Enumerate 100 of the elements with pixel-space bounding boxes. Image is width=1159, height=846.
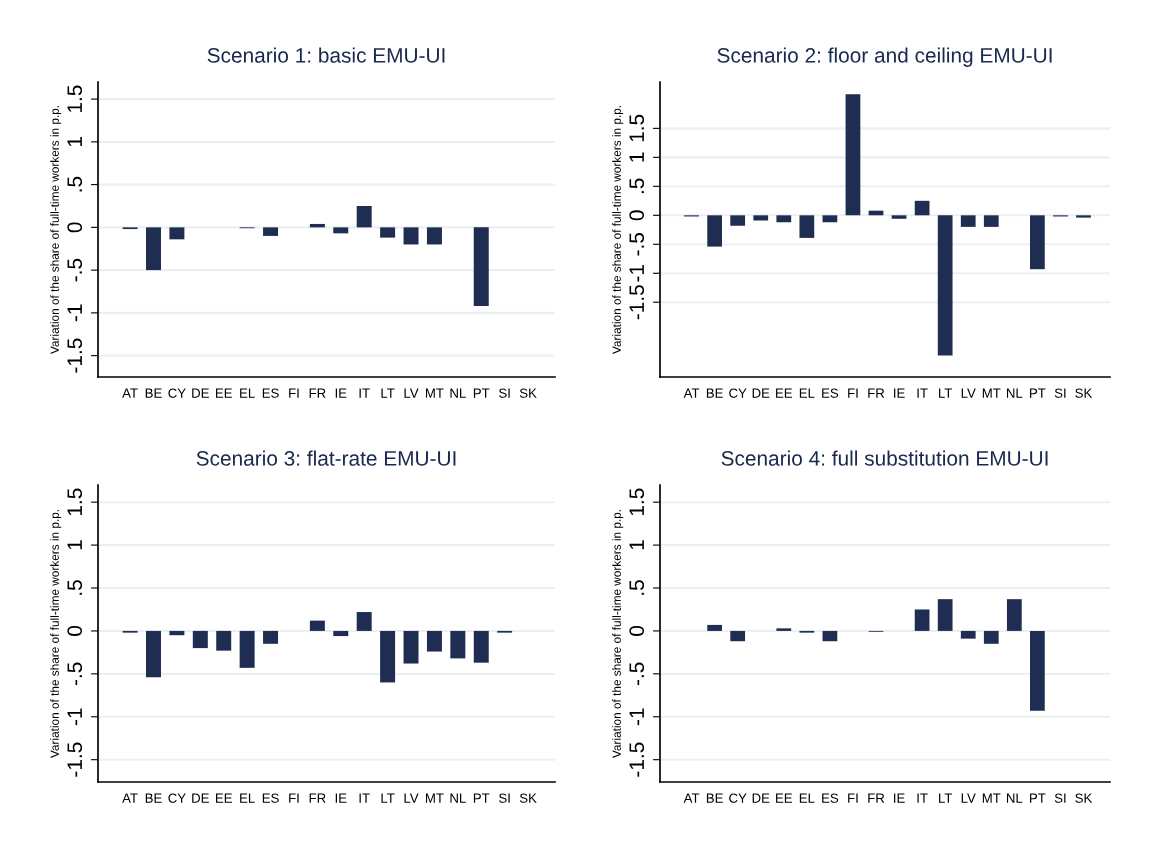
bar (707, 215, 723, 247)
x-tick-label: SK (1075, 388, 1093, 398)
x-tick-label: SK (519, 793, 537, 803)
x-tick-label: IT (917, 793, 928, 803)
y-tick-label: .5 (629, 580, 645, 595)
x-tick-label: SI (1054, 388, 1066, 398)
x-tick-label: SK (1075, 793, 1093, 803)
x-tick-label: FI (848, 388, 858, 398)
bar (776, 628, 792, 631)
y-tick-label: -.5 (67, 258, 83, 282)
bar (914, 609, 930, 631)
bar (403, 630, 419, 664)
bar (426, 630, 442, 652)
y-tick-label: -1 (629, 265, 644, 282)
bar (380, 630, 396, 683)
x-tick-label: EL (799, 793, 815, 803)
x-tick-label: EL (240, 388, 255, 398)
x-tick-label: DE (752, 793, 770, 803)
bar (1006, 599, 1022, 631)
y-tick-label: -1 (629, 708, 644, 726)
x-tick-label: IE (335, 793, 347, 803)
x-tick-label: IT (359, 388, 370, 398)
x-tick-label: DE (192, 388, 209, 398)
y-tick-label: 0 (67, 222, 83, 233)
x-tick-label: PT (473, 388, 490, 398)
x-tick-label: SI (1054, 793, 1066, 803)
x-tick-label: BE (706, 388, 723, 398)
y-tick-label: 1.5 (629, 488, 645, 516)
y-tick-label: 1 (67, 137, 82, 147)
x-tick-label: SI (499, 388, 510, 398)
bar (822, 215, 838, 223)
y-tick-label: -1.5 (629, 285, 645, 320)
bar (822, 630, 838, 642)
x-tick-label: PT (1030, 388, 1046, 398)
x-tick-label: EE (776, 793, 793, 803)
x-tick-label: DE (192, 793, 209, 803)
y-axis-title: Variation of the share of full-time workers in p.p. (50, 510, 62, 758)
x-tick-label: NL (450, 388, 466, 398)
bar (192, 630, 208, 649)
x-tick-label: CY (168, 793, 186, 803)
x-tick-label: PT (1030, 793, 1046, 803)
bar (263, 630, 279, 644)
x-tick-label: AT (683, 793, 700, 803)
bar (937, 599, 953, 631)
bar (983, 215, 999, 227)
x-tick-label: IT (359, 793, 370, 803)
y-tick-label: -.5 (67, 662, 83, 686)
bar (937, 215, 953, 356)
bar (776, 215, 792, 223)
x-tick-label: BE (706, 793, 723, 803)
bar (1030, 215, 1045, 270)
bar (730, 215, 746, 226)
x-tick-label: BE (145, 793, 162, 803)
y-tick-label: -1 (67, 304, 82, 322)
x-tick-label: FR (868, 793, 885, 803)
y-tick-label: -.5 (629, 233, 645, 256)
x-tick-label: MT (425, 793, 444, 803)
x-tick-label: IE (894, 793, 905, 803)
bar (753, 215, 769, 221)
x-tick-label: AT (122, 388, 138, 398)
x-tick-label: EL (799, 388, 815, 398)
y-tick-label: 1.5 (67, 488, 83, 516)
x-tick-label: ES (822, 388, 839, 398)
x-tick-label: MT (982, 388, 1001, 398)
x-tick-label: EL (240, 793, 255, 803)
y-tick-label: -1.5 (67, 742, 83, 777)
x-tick-label: NL (1006, 793, 1023, 803)
x-tick-label: LV (404, 388, 419, 398)
bar (216, 630, 232, 651)
x-tick-label: CY (168, 388, 186, 398)
bar (426, 227, 442, 245)
y-tick-label: .5 (629, 178, 645, 194)
bar (263, 227, 279, 236)
x-tick-label: LT (939, 793, 953, 803)
x-tick-label: CY (729, 793, 747, 803)
x-tick-label: FI (289, 793, 299, 803)
x-tick-label: SI (499, 793, 510, 803)
x-tick-label: DE (752, 388, 770, 398)
bar (960, 630, 976, 639)
chart-title: Scenario 1: basic EMU-UI (207, 47, 445, 63)
bar (356, 205, 372, 228)
x-tick-label: NL (1006, 388, 1023, 398)
chart-title: Scenario 2: floor and ceiling EMU-UI (717, 47, 1052, 67)
x-tick-label: LT (381, 793, 395, 803)
y-tick-label: -1 (67, 708, 82, 726)
y-tick-label: -1.5 (629, 742, 645, 777)
bar (960, 215, 976, 227)
bar (845, 94, 861, 216)
x-tick-label: IT (917, 388, 928, 398)
bar (450, 630, 466, 659)
y-tick-label: -1.5 (67, 338, 83, 373)
x-tick-label: SK (519, 388, 537, 398)
y-tick-label: 1.5 (629, 114, 645, 142)
y-axis-title: Variation of the share of full-time workers in p.p. (612, 510, 624, 758)
bar (169, 630, 185, 636)
bar (333, 227, 349, 234)
x-tick-label: MT (425, 388, 444, 398)
bar (169, 227, 185, 240)
x-tick-label: EE (776, 388, 793, 398)
bar (145, 227, 161, 271)
